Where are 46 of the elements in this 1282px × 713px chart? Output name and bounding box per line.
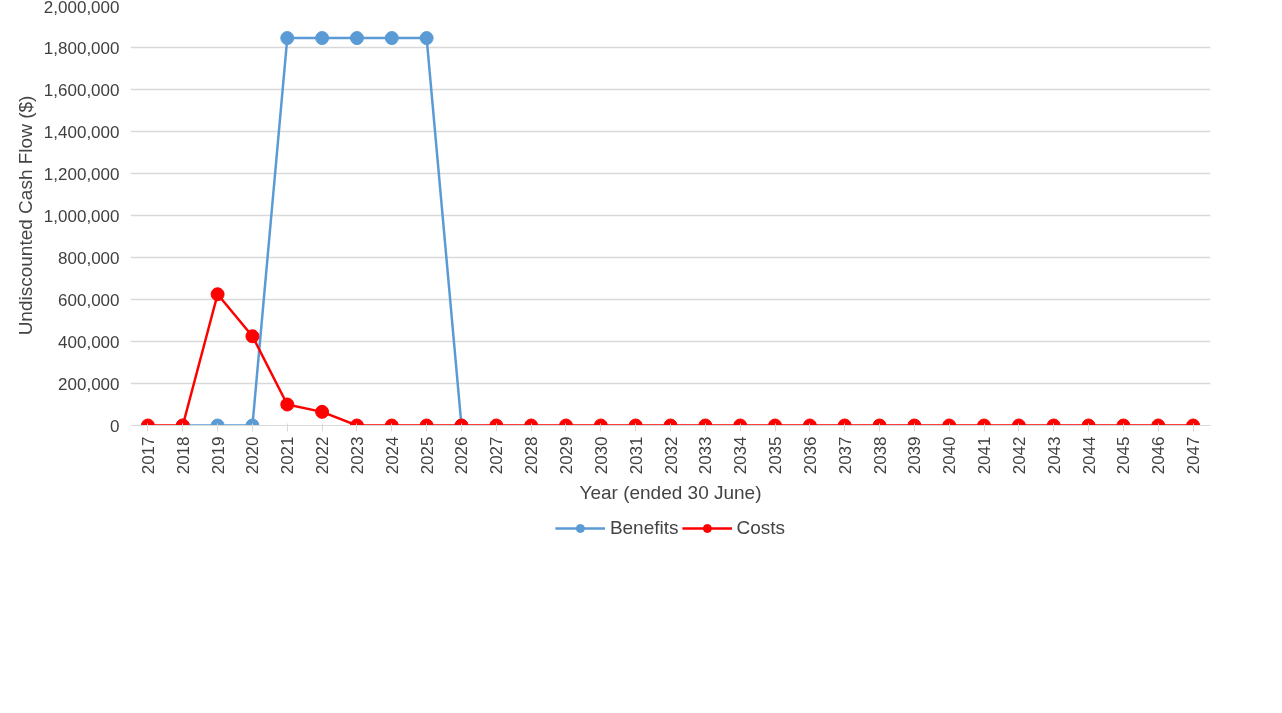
y-tick-label: 1,200,000: [43, 164, 120, 184]
legend-label: Benefits: [609, 517, 679, 539]
x-tick-label: 2029: [556, 436, 576, 475]
x-tick-label: 2027: [487, 436, 507, 475]
x-tick-label: 2019: [208, 436, 228, 475]
x-tick-label: 2037: [835, 436, 855, 475]
x-tick-label: 2041: [975, 436, 995, 475]
x-tick-label: 2038: [870, 436, 890, 475]
x-tick-label: 2033: [696, 436, 716, 475]
x-tick-label: 2046: [1149, 436, 1169, 475]
x-tick-label: 2024: [382, 436, 402, 475]
y-tick-label: 1,000,000: [43, 206, 120, 226]
x-tick-label: 2044: [1079, 436, 1099, 475]
x-tick-label: 2035: [766, 436, 786, 475]
x-tick-label: 2032: [661, 436, 681, 475]
x-tick-label: 2030: [591, 436, 611, 475]
x-tick-label: 2025: [417, 436, 437, 475]
y-tick-label: 1,600,000: [43, 80, 120, 100]
x-tick-label: 2042: [1009, 436, 1029, 475]
x-tick-label: 2036: [800, 436, 820, 475]
y-tick-label: 1,800,000: [43, 38, 120, 58]
x-tick-label: 2034: [731, 436, 751, 475]
x-tick-label: 2031: [626, 436, 646, 475]
x-tick-label: 2026: [452, 436, 472, 475]
x-tick-label: 2045: [1114, 436, 1134, 475]
y-tick-label: 800,000: [58, 248, 120, 268]
x-axis-title: Year (ended 30 June): [579, 482, 762, 504]
x-tick-label: 2017: [138, 436, 158, 475]
x-tick-label: 2020: [243, 436, 263, 475]
x-tick-label: 2043: [1044, 436, 1064, 475]
y-tick-label: 0: [110, 416, 120, 436]
x-tick-label: 2018: [173, 436, 193, 475]
x-tick-label: 2047: [1184, 436, 1204, 475]
y-tick-label: 1,400,000: [43, 122, 120, 142]
x-tick-label: 2021: [278, 436, 298, 475]
x-tick-label: 2023: [347, 436, 367, 475]
y-tick-label: 600,000: [58, 290, 120, 310]
x-tick-label: 2039: [905, 436, 925, 475]
y-tick-label: 2,000,000: [43, 0, 120, 17]
legend-label: Costs: [736, 517, 786, 539]
y-axis-title: Undiscounted Cash Flow ($): [14, 95, 36, 336]
x-tick-label: 2022: [313, 436, 333, 475]
x-tick-label: 2040: [940, 436, 960, 475]
y-tick-label: 400,000: [58, 332, 120, 352]
y-tick-label: 200,000: [58, 374, 120, 394]
x-tick-label: 2028: [522, 436, 542, 475]
